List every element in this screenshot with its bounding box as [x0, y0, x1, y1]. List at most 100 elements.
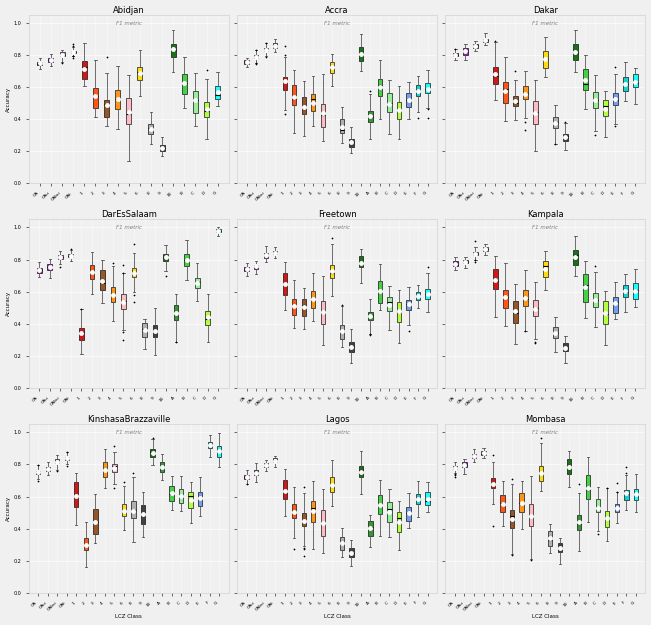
- PathPatch shape: [301, 299, 306, 316]
- PathPatch shape: [208, 442, 212, 448]
- PathPatch shape: [37, 268, 42, 273]
- PathPatch shape: [292, 84, 296, 105]
- PathPatch shape: [473, 252, 478, 255]
- PathPatch shape: [368, 521, 372, 536]
- PathPatch shape: [583, 274, 588, 302]
- PathPatch shape: [519, 492, 524, 512]
- PathPatch shape: [48, 58, 53, 62]
- PathPatch shape: [349, 139, 353, 147]
- PathPatch shape: [273, 251, 277, 254]
- PathPatch shape: [264, 463, 268, 467]
- PathPatch shape: [553, 118, 558, 128]
- PathPatch shape: [340, 119, 344, 134]
- PathPatch shape: [90, 265, 94, 279]
- Y-axis label: Accuracy: Accuracy: [6, 86, 10, 111]
- PathPatch shape: [593, 293, 598, 308]
- PathPatch shape: [179, 489, 184, 502]
- PathPatch shape: [273, 458, 277, 462]
- PathPatch shape: [359, 48, 363, 61]
- PathPatch shape: [387, 93, 392, 112]
- PathPatch shape: [493, 269, 497, 289]
- PathPatch shape: [633, 282, 638, 299]
- Title: Freetown: Freetown: [318, 211, 357, 219]
- PathPatch shape: [605, 511, 609, 527]
- PathPatch shape: [132, 501, 135, 518]
- PathPatch shape: [104, 99, 109, 117]
- Title: DarEsSalaam: DarEsSalaam: [101, 211, 157, 219]
- PathPatch shape: [406, 301, 411, 310]
- PathPatch shape: [132, 268, 136, 278]
- PathPatch shape: [217, 446, 221, 457]
- PathPatch shape: [103, 462, 107, 477]
- PathPatch shape: [141, 505, 145, 524]
- PathPatch shape: [483, 39, 488, 42]
- PathPatch shape: [573, 249, 577, 265]
- PathPatch shape: [205, 311, 210, 326]
- PathPatch shape: [93, 88, 98, 108]
- PathPatch shape: [174, 304, 178, 319]
- PathPatch shape: [501, 496, 505, 512]
- PathPatch shape: [349, 342, 353, 352]
- PathPatch shape: [463, 260, 467, 264]
- PathPatch shape: [513, 96, 518, 106]
- PathPatch shape: [425, 83, 430, 93]
- PathPatch shape: [340, 326, 344, 339]
- PathPatch shape: [330, 264, 335, 278]
- PathPatch shape: [368, 312, 372, 321]
- PathPatch shape: [387, 297, 392, 311]
- PathPatch shape: [301, 513, 306, 526]
- Text: F1 metric: F1 metric: [116, 21, 142, 26]
- PathPatch shape: [59, 52, 64, 56]
- PathPatch shape: [453, 53, 458, 56]
- Text: F1 metric: F1 metric: [324, 430, 350, 435]
- PathPatch shape: [397, 512, 401, 532]
- PathPatch shape: [340, 537, 344, 550]
- PathPatch shape: [473, 44, 478, 48]
- PathPatch shape: [264, 253, 268, 258]
- PathPatch shape: [311, 94, 316, 111]
- PathPatch shape: [586, 476, 590, 499]
- Title: Accra: Accra: [326, 6, 349, 14]
- Text: F1 metric: F1 metric: [324, 21, 350, 26]
- PathPatch shape: [37, 62, 42, 65]
- PathPatch shape: [292, 504, 296, 518]
- PathPatch shape: [115, 90, 120, 109]
- PathPatch shape: [416, 494, 420, 504]
- PathPatch shape: [100, 270, 105, 290]
- PathPatch shape: [74, 482, 79, 507]
- PathPatch shape: [245, 267, 249, 271]
- Y-axis label: Accuracy: Accuracy: [6, 291, 10, 316]
- PathPatch shape: [529, 504, 533, 526]
- PathPatch shape: [321, 510, 325, 536]
- PathPatch shape: [510, 511, 514, 528]
- PathPatch shape: [623, 77, 628, 91]
- PathPatch shape: [481, 451, 486, 455]
- PathPatch shape: [623, 285, 628, 298]
- Text: F1 metric: F1 metric: [533, 21, 559, 26]
- PathPatch shape: [148, 124, 154, 134]
- PathPatch shape: [121, 294, 126, 309]
- X-axis label: LCZ Class: LCZ Class: [115, 614, 142, 619]
- PathPatch shape: [68, 254, 73, 258]
- PathPatch shape: [615, 504, 619, 512]
- PathPatch shape: [184, 254, 189, 266]
- Title: Lagos: Lagos: [325, 415, 350, 424]
- PathPatch shape: [82, 61, 87, 79]
- Text: F1 metric: F1 metric: [533, 430, 559, 435]
- Text: F1 metric: F1 metric: [116, 430, 142, 435]
- PathPatch shape: [397, 102, 401, 119]
- Title: KinshasaBrazzaville: KinshasaBrazzaville: [87, 415, 171, 424]
- PathPatch shape: [245, 61, 249, 64]
- PathPatch shape: [321, 104, 325, 127]
- PathPatch shape: [567, 459, 572, 474]
- PathPatch shape: [533, 301, 538, 316]
- PathPatch shape: [93, 509, 98, 534]
- PathPatch shape: [292, 299, 296, 315]
- PathPatch shape: [543, 51, 547, 69]
- Title: Abidjan: Abidjan: [113, 6, 145, 14]
- PathPatch shape: [216, 229, 221, 232]
- PathPatch shape: [583, 69, 588, 90]
- PathPatch shape: [283, 77, 287, 90]
- PathPatch shape: [573, 44, 577, 60]
- X-axis label: LCZ Class: LCZ Class: [532, 614, 559, 619]
